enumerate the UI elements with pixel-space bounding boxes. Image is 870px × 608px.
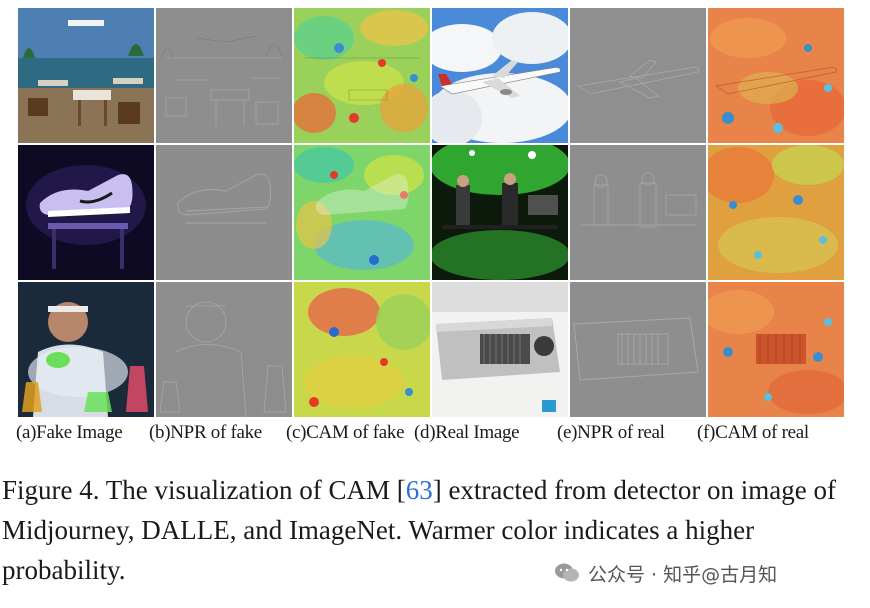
row2-npr-of-fake [156,145,292,280]
column-label-b: (b)NPR of fake [149,422,262,443]
row1-real-image-airplane [432,8,568,143]
row2-cam-of-real [708,145,844,280]
caption-text-after-cite: ] extracted from detector on image of Mi… [2,475,837,585]
row1-fake-image-restaurant [18,8,154,143]
caption-text-before-cite: The visualization of CAM [ [99,475,406,505]
column-labels: (a)Fake Image (b)NPR of fake (c)CAM of f… [16,422,856,446]
column-label-f: (f)CAM of real [697,422,809,443]
figure-caption: Figure 4. The visualization of CAM [63] … [2,470,862,590]
row2-real-image-concert [432,145,568,280]
row3-cam-of-fake [294,282,430,417]
row2-npr-of-real [570,145,706,280]
row3-real-image-projector [432,282,568,417]
row3-fake-image-scientist [18,282,154,417]
row1-npr-of-real [570,8,706,143]
row1-cam-of-real [708,8,844,143]
row3-npr-of-real [570,282,706,417]
row2-cam-of-fake [294,145,430,280]
watermark-text: 公众号 · 知乎@古月知 [588,563,778,586]
citation-link[interactable]: 63 [405,475,433,505]
row1-npr-of-fake [156,8,292,143]
watermark: 公众号 · 知乎@古月知 [548,556,784,590]
row2-fake-image-sneaker [18,145,154,280]
column-label-e: (e)NPR of real [557,422,665,443]
column-label-a: (a)Fake Image [16,422,123,443]
caption-prefix: Figure 4. [2,475,100,505]
column-label-d: (d)Real Image [414,422,520,443]
figure-grid [18,8,844,418]
row3-cam-of-real [708,282,844,417]
row1-cam-of-fake [294,8,430,143]
row3-npr-of-fake [156,282,292,417]
column-label-c: (c)CAM of fake [286,422,405,443]
wechat-logo-icon [554,562,580,584]
